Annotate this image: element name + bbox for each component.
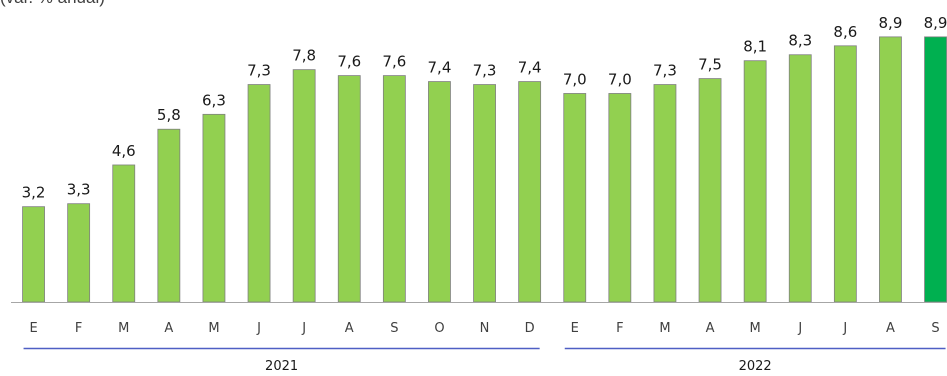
- bar-11: [473, 84, 496, 303]
- x-tick-label-17: M: [750, 321, 761, 336]
- value-label-15: 7,3: [653, 62, 677, 80]
- bar-17: [743, 60, 767, 303]
- bar-19: [833, 45, 857, 303]
- value-label-20: 8,9: [879, 14, 903, 32]
- x-tick-label-10: O: [434, 321, 444, 336]
- x-tick-label-9: S: [390, 321, 398, 336]
- x-tick-label-20: A: [886, 321, 895, 336]
- bar-15: [653, 84, 677, 303]
- x-tick-label-1: E: [29, 321, 37, 336]
- x-tick-label-13: E: [571, 321, 579, 336]
- x-tick-label-7: J: [301, 321, 306, 336]
- value-label-17: 8,1: [743, 38, 767, 56]
- value-label-13: 7,0: [563, 70, 587, 88]
- value-label-8: 7,6: [337, 53, 361, 71]
- x-tick-label-3: M: [118, 321, 129, 336]
- bar-2: [67, 203, 91, 303]
- bar-18: [788, 54, 812, 303]
- bar-9: [382, 75, 406, 303]
- x-tick-label-14: F: [616, 321, 623, 336]
- bar-20: [879, 36, 902, 303]
- value-label-18: 8,3: [788, 32, 812, 50]
- value-label-7: 7,8: [292, 47, 316, 65]
- year-label-2022: 2022: [739, 359, 772, 374]
- value-label-4: 5,8: [157, 106, 181, 124]
- chart-subtitle: (var. % anual): [0, 0, 105, 8]
- value-label-9: 7,6: [382, 53, 406, 71]
- bar-5: [202, 113, 226, 303]
- x-tick-label-5: M: [208, 321, 219, 336]
- bar-4: [157, 128, 181, 303]
- x-tick-label-2: F: [75, 321, 82, 336]
- bar-1: [22, 206, 45, 303]
- x-tick-label-16: A: [706, 321, 715, 336]
- x-tick-label-8: A: [345, 321, 354, 336]
- x-tick-label-18: J: [797, 321, 802, 336]
- bar-3: [112, 164, 136, 303]
- value-label-16: 7,5: [698, 56, 722, 74]
- bar-12: [518, 81, 542, 303]
- x-tick-label-19: J: [842, 321, 847, 336]
- bar-16: [698, 78, 722, 303]
- value-label-3: 4,6: [112, 142, 136, 160]
- bar-7: [292, 69, 316, 303]
- x-tick-label-12: D: [525, 321, 535, 336]
- bar-6: [247, 84, 271, 303]
- bar-21: [924, 36, 947, 303]
- x-tick-label-15: M: [659, 321, 670, 336]
- value-label-2: 3,3: [67, 181, 91, 199]
- x-tick-label-11: N: [480, 321, 490, 336]
- value-label-12: 7,4: [518, 59, 542, 77]
- value-label-11: 7,3: [473, 62, 497, 80]
- value-label-21: 8,9: [924, 14, 947, 32]
- value-label-5: 6,3: [202, 91, 226, 109]
- year-label-2021: 2021: [265, 359, 298, 374]
- x-tick-label-21: S: [931, 321, 939, 336]
- x-tick-label-6: J: [256, 321, 261, 336]
- value-label-6: 7,3: [247, 62, 271, 80]
- x-tick-label-4: A: [164, 321, 173, 336]
- bar-13: [563, 93, 587, 303]
- bar-8: [337, 75, 361, 303]
- value-label-19: 8,6: [833, 23, 857, 41]
- value-label-1: 3,2: [22, 184, 46, 202]
- value-label-14: 7,0: [608, 70, 632, 88]
- value-label-10: 7,4: [428, 59, 452, 77]
- bar-14: [608, 93, 632, 303]
- bar-10: [428, 81, 451, 303]
